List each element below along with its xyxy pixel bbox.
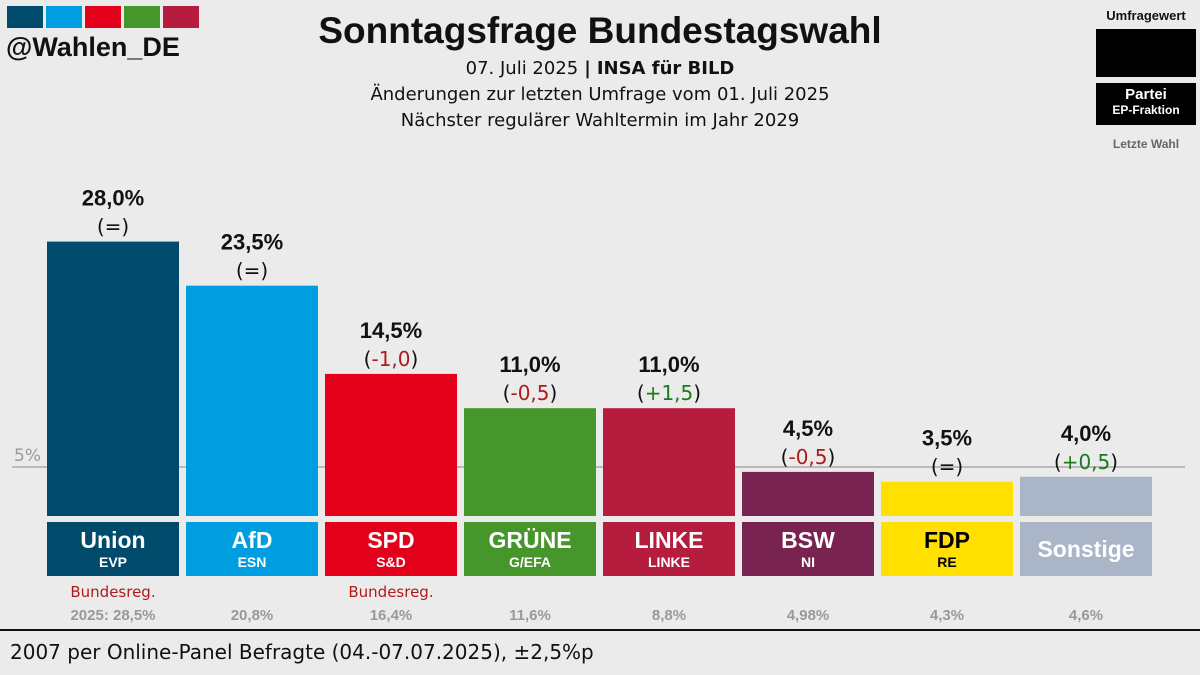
logo-square-2 (46, 6, 82, 28)
party-group-linke: LINKE (648, 554, 690, 570)
party-box-union (47, 522, 179, 576)
last-election-grne: 11,6% (509, 607, 551, 624)
last-election-fdp: 4,3% (930, 607, 964, 624)
party-box-fdp (881, 522, 1013, 576)
logo-square-4 (124, 6, 160, 28)
logo-square-1 (7, 6, 43, 28)
last-election-sonstige: 4,6% (1069, 607, 1103, 624)
value-label-bsw: 4,5% (783, 416, 833, 441)
party-group-afd: ESN (238, 554, 267, 570)
value-label-spd: 14,5% (360, 318, 422, 343)
value-label-union: 28,0% (82, 186, 144, 211)
legend-fraktion-label: EP-Fraktion (1112, 103, 1180, 117)
logo-squares (7, 6, 199, 28)
government-label-union: Bundesreg. (70, 583, 155, 601)
bar-afd (186, 285, 318, 516)
value-label-afd: 23,5% (221, 230, 283, 255)
party-group-spd: S&D (376, 554, 406, 570)
government-label-spd: Bundesreg. (348, 583, 433, 601)
value-label-fdp: 3,5% (922, 426, 972, 451)
legend-letzte-wahl-label: Letzte Wahl (1112, 137, 1180, 151)
logo-square-3 (85, 6, 121, 28)
bar-sonstige (1020, 476, 1152, 516)
legend-value-box (1096, 29, 1196, 77)
bar-spd (325, 373, 457, 516)
party-name-afd: AfD (232, 527, 273, 553)
party-group-fdp: RE (937, 554, 956, 570)
change-label-bsw: (-0,5) (781, 445, 836, 469)
poll-date: 07. Juli 2025 (465, 58, 579, 79)
party-group-union: EVP (99, 554, 127, 570)
legend: Umfragewert Partei EP-Fraktion Letzte Wa… (1096, 8, 1196, 151)
bar-bsw (742, 471, 874, 516)
next-election: Nächster regulärer Wahltermin im Jahr 20… (400, 110, 800, 131)
party-name-fdp: FDP (924, 527, 970, 553)
party-group-bsw: NI (801, 554, 815, 570)
party-name-bsw: BSW (781, 527, 835, 553)
footer-divider (0, 629, 1200, 631)
footer-sample-info: 2007 per Online-Panel Befragte (04.-07.0… (10, 640, 594, 664)
last-election-bsw: 4,98% (787, 607, 830, 624)
party-name-grne: GRÜNE (488, 527, 571, 553)
logo-square-5 (163, 6, 199, 28)
last-election-linke: 8,8% (652, 607, 686, 624)
legend-partei-label: Partei (1125, 86, 1167, 103)
bar-linke (603, 408, 735, 516)
poll-date-institute: 07. Juli 2025 | INSA für BILD (465, 58, 735, 79)
party-box-linke (603, 522, 735, 576)
change-label-sonstige: (+0,5) (1054, 450, 1118, 474)
party-box-sonstige (1020, 522, 1152, 576)
party-box-afd (186, 522, 318, 576)
bar-grne (464, 408, 596, 516)
change-label-linke: (+1,5) (637, 381, 701, 405)
party-box-spd (325, 522, 457, 576)
value-label-linke: 11,0% (638, 352, 699, 377)
value-label-sonstige: 4,0% (1061, 421, 1111, 446)
party-name-sonstige: Sonstige (1037, 536, 1134, 562)
change-label-fdp: (=) (931, 455, 963, 479)
last-election-spd: 16,4% (370, 607, 413, 624)
party-name-union: Union (80, 527, 145, 553)
change-label-grne: (-0,5) (503, 381, 558, 405)
threshold-label: 5% (14, 446, 41, 466)
value-label-grne: 11,0% (499, 352, 560, 377)
bar-union (47, 241, 179, 516)
change-reference: Änderungen zur letzten Umfrage vom 01. J… (370, 84, 830, 105)
legend-umfragewert-label: Umfragewert (1106, 8, 1186, 23)
change-label-spd: (-1,0) (364, 347, 419, 371)
change-label-afd: (=) (236, 259, 268, 283)
last-election-union: 2025: 28,5% (70, 607, 155, 624)
party-name-spd: SPD (367, 527, 414, 553)
poll-institute: INSA für BILD (596, 58, 735, 79)
bar-fdp (881, 481, 1013, 516)
party-group-grne: G/EFA (509, 554, 551, 570)
party-name-linke: LINKE (635, 527, 704, 553)
page-title: Sonntagsfrage Bundestagswahl (318, 10, 882, 51)
legend-party-box: Partei EP-Fraktion (1096, 83, 1196, 125)
change-label-union: (=) (97, 215, 129, 239)
last-election-afd: 20,8% (231, 607, 274, 624)
account-handle: @Wahlen_DE (6, 32, 180, 62)
party-box-grne (464, 522, 596, 576)
party-box-bsw (742, 522, 874, 576)
